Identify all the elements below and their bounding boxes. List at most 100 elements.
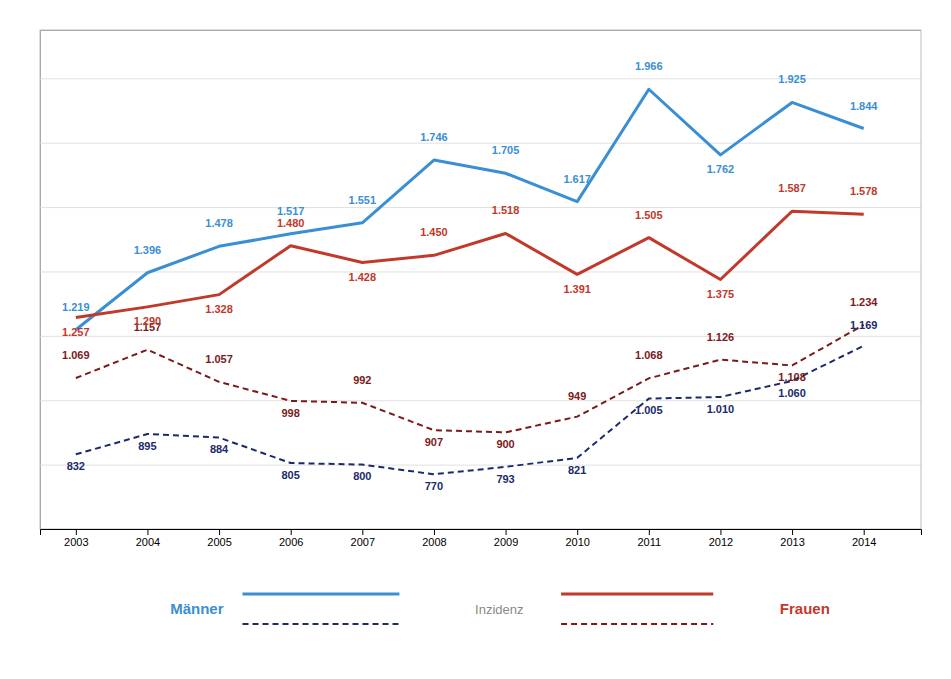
data-label: 1.428 (349, 271, 377, 283)
data-label: 1.551 (349, 194, 377, 206)
data-label: 821 (568, 464, 586, 476)
tick-label: 2008 (422, 536, 446, 548)
data-label: 1.234 (850, 296, 878, 308)
y-axis (40, 31, 921, 530)
x-tick: 2006 (279, 529, 303, 548)
data-label: 1.290 (134, 315, 162, 327)
data-label: 998 (282, 407, 300, 419)
legend-label: Frauen (780, 600, 830, 617)
legend-swatch (243, 623, 400, 625)
data-label: 1.505 (635, 209, 663, 221)
data-label: 1.478 (205, 217, 233, 229)
data-label: 1.617 (563, 173, 591, 185)
data-label: 1.057 (205, 353, 233, 365)
tick-mark (649, 529, 650, 535)
data-label: 1.966 (635, 60, 663, 72)
grid-line (40, 271, 921, 272)
x-tick: 2008 (422, 529, 446, 548)
data-label: 900 (496, 438, 514, 450)
tick-label: 2009 (494, 536, 518, 548)
tick-mark (362, 529, 363, 535)
series-line (76, 211, 864, 317)
data-label: 907 (425, 436, 443, 448)
tick-label: 2003 (64, 536, 88, 548)
tick-mark (147, 529, 148, 535)
data-label: 1.746 (420, 131, 448, 143)
x-axis: 2003 2004 2005 2006 2007 2008 2009 2010 2011 2012… (41, 529, 922, 548)
tick-label: 2006 (279, 536, 303, 548)
tick-label: 2013 (780, 536, 804, 548)
grid-line (40, 207, 921, 208)
plot-frame (40, 30, 921, 529)
data-label: 805 (282, 469, 300, 481)
legend-swatch (561, 593, 713, 596)
data-label: 1.169 (850, 319, 878, 331)
x-tick: 2012 (709, 529, 733, 548)
y-tick (40, 207, 921, 208)
data-label: 1.391 (563, 283, 591, 295)
data-label: 793 (496, 473, 514, 485)
tick-mark (577, 529, 578, 535)
tick-mark (434, 529, 435, 535)
data-label: 1.010 (707, 403, 735, 415)
data-label: 1.069 (62, 349, 90, 361)
series-line (76, 346, 864, 474)
series-line (76, 89, 864, 329)
tick-mark (291, 529, 292, 535)
data-label: 992 (353, 374, 371, 386)
data-label: 1.328 (205, 303, 233, 315)
legend-label: Inzidenz (475, 602, 523, 617)
chart: 2003 2004 2005 2006 2007 2008 2009 2010 2011 2012… (0, 0, 951, 679)
data-label: 1.578 (850, 185, 878, 197)
data-label: 1.068 (635, 349, 663, 361)
y-tick (40, 143, 921, 144)
data-label: 1.762 (707, 163, 735, 175)
x-tick: 2014 (852, 529, 876, 548)
x-tick: 2003 (64, 529, 88, 548)
tick-mark (506, 529, 507, 535)
grid-line (40, 465, 921, 466)
x-tick: 2011 (637, 529, 661, 548)
data-label: 1.705 (492, 144, 520, 156)
y-tick (40, 336, 921, 337)
legend-swatch (243, 593, 400, 596)
axis-line (41, 31, 922, 530)
tick-mark (720, 529, 721, 535)
data-label: 1.005 (635, 404, 663, 416)
data-label: 1.450 (420, 226, 448, 238)
data-label: 884 (210, 443, 229, 455)
grid-line (40, 143, 921, 144)
data-label: 1.396 (134, 244, 162, 256)
tick-label: 2004 (136, 536, 160, 548)
axis-line (41, 530, 922, 536)
tick-label: 2005 (207, 536, 231, 548)
tick-mark (864, 529, 865, 535)
y-tick (40, 400, 921, 401)
data-label: 1.375 (707, 288, 735, 300)
data-label: 1.518 (492, 204, 520, 216)
tick-label: 2014 (852, 536, 876, 548)
y-tick (40, 465, 921, 466)
data-label: 1.108 (778, 371, 806, 383)
series-line (76, 325, 864, 433)
tick-mark (219, 529, 220, 535)
x-tick: 2007 (351, 529, 375, 548)
data-label: 1.480 (277, 217, 305, 229)
data-label: 800 (353, 470, 371, 482)
data-label: 1.587 (778, 182, 806, 194)
grid-line (40, 400, 921, 401)
data-label: 1.844 (850, 100, 878, 112)
legend-swatch (561, 623, 713, 625)
x-tick: 2009 (494, 529, 518, 548)
data-label: 832 (67, 460, 85, 472)
tick-label: 2007 (351, 536, 375, 548)
x-tick: 2013 (780, 529, 804, 548)
data-label: 1.219 (62, 301, 90, 313)
data-label: 1.126 (707, 331, 735, 343)
x-tick: 2004 (136, 529, 160, 548)
data-labels: 8328958848058007707938211.0051.0101.0601… (62, 60, 878, 492)
tick-label: 2010 (565, 536, 589, 548)
grid-line (40, 336, 921, 337)
data-label: 1.517 (277, 205, 305, 217)
legend: MännerFrauenInzidenz (170, 594, 830, 624)
